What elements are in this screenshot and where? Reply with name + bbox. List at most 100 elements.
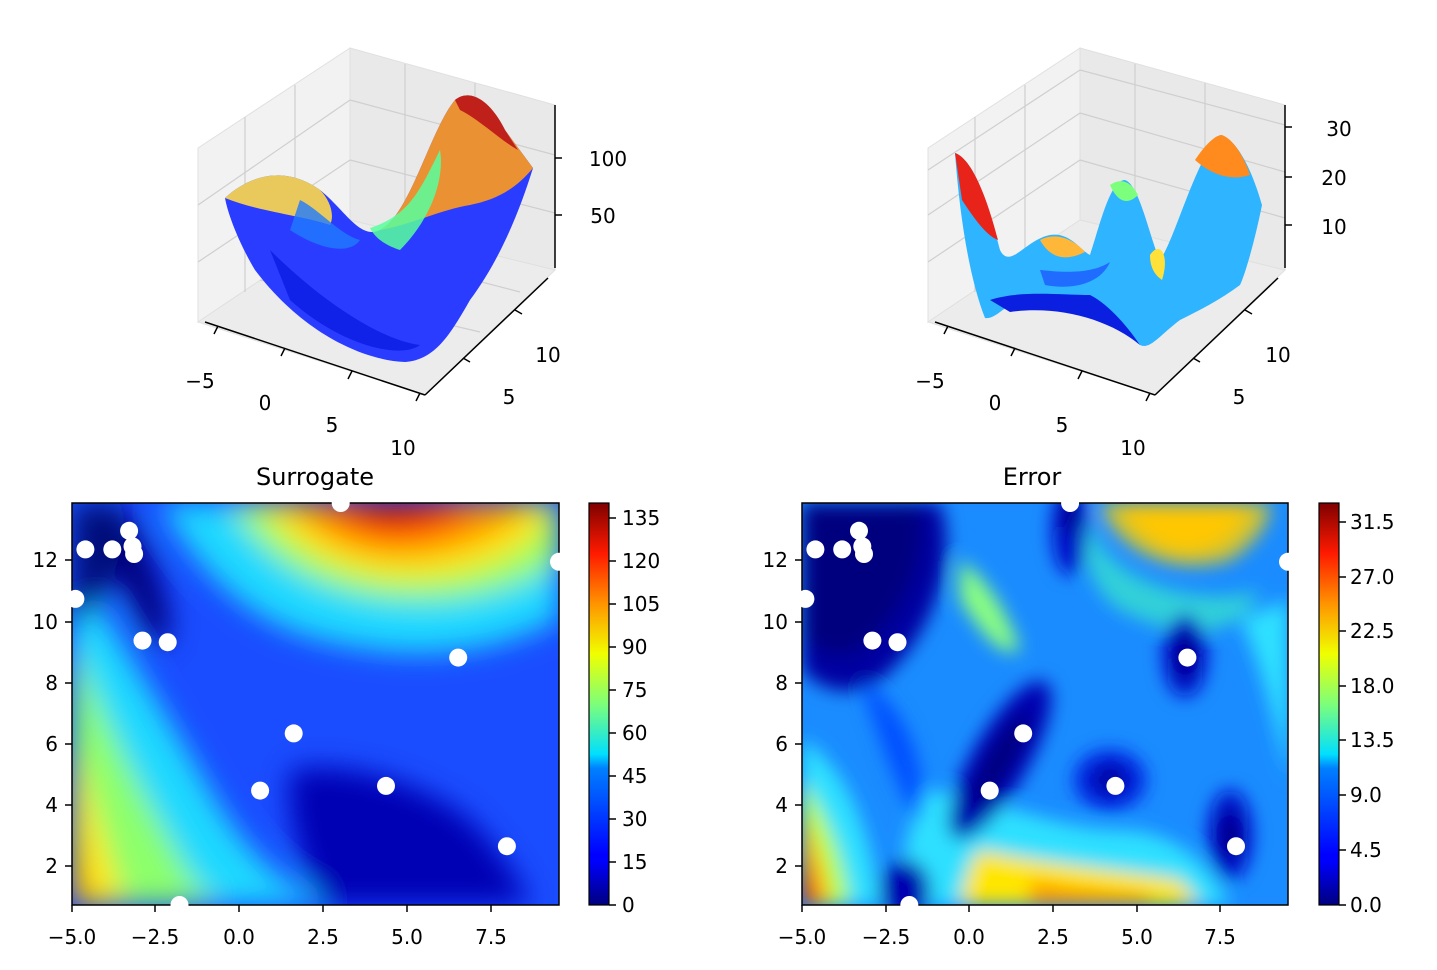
x-tick-label: 5 — [1056, 413, 1069, 437]
x-tick-label: 10 — [1120, 436, 1145, 460]
colorbar-tick-label: 105 — [622, 592, 660, 616]
sample-point — [133, 631, 152, 650]
sample-point — [76, 540, 95, 559]
y-tick-label: 10 — [1265, 343, 1290, 367]
contour-surrogate: Surrogate — [33, 463, 568, 949]
contour-error: Error — [763, 463, 1297, 949]
x-tick-label: 5.0 — [1121, 925, 1153, 949]
sample-point — [377, 776, 395, 795]
x-tick-label: 0 — [989, 391, 1002, 415]
colorbar-tick-label: 75 — [622, 678, 647, 702]
sample-point — [1106, 776, 1125, 795]
x-tick-label: 0 — [259, 391, 272, 415]
sample-point — [331, 494, 350, 512]
sample-point — [796, 589, 815, 608]
colorbar-tick-label: 31.5 — [1350, 510, 1395, 534]
colorbar-tick-label: 30 — [622, 807, 647, 831]
contour-fill — [72, 503, 559, 905]
sample-point — [1279, 552, 1297, 571]
y-tick-label: 5 — [503, 385, 516, 409]
colorbar-tick-label: 22.5 — [1350, 619, 1395, 643]
sample-point — [120, 521, 139, 540]
y-tick-label: 4 — [45, 793, 58, 817]
sample-point — [1178, 648, 1197, 667]
y-tick-label: 10 — [763, 610, 788, 634]
x-tick-label: 2.5 — [1037, 925, 1069, 949]
sample-point — [158, 633, 177, 652]
chart-title: Surrogate — [256, 463, 374, 491]
sample-point — [980, 781, 999, 800]
y-tick-label: 8 — [45, 671, 58, 695]
sample-point — [497, 837, 516, 856]
colorbar-tick-label: 18.0 — [1350, 674, 1395, 698]
surface-3d-error: −5 0 5 10 5 10 10 20 30 — [915, 47, 1352, 460]
z-tick-label: 10 — [1321, 215, 1346, 239]
contour-fill — [802, 503, 1288, 905]
x-tick-label: −5 — [915, 369, 944, 393]
colorbar-tick-label: 0.0 — [1350, 893, 1382, 917]
sample-point — [103, 540, 122, 559]
x-tick-label: 5.0 — [391, 925, 423, 949]
y-tick-label: 12 — [33, 548, 58, 572]
z-tick-label: 50 — [590, 204, 615, 228]
sample-point — [251, 781, 270, 800]
sample-point — [855, 545, 873, 563]
y-tick-label: 6 — [45, 732, 58, 756]
colorbar-tick-label: 27.0 — [1350, 565, 1395, 589]
sample-point — [900, 896, 919, 914]
sample-point — [1227, 837, 1245, 856]
plot-frame — [71, 502, 560, 906]
sample-points — [66, 494, 568, 914]
sample-point — [449, 648, 468, 667]
sample-point — [284, 724, 303, 743]
sample-point — [550, 552, 568, 571]
y-tick-label: 2 — [45, 854, 58, 878]
sample-point — [863, 631, 882, 650]
sample-points — [796, 494, 1297, 914]
colorbar-tick-label: 135 — [622, 506, 660, 530]
x-tick-label: −5.0 — [778, 925, 827, 949]
z-tick-label: 100 — [589, 147, 627, 171]
sample-point — [833, 540, 852, 559]
colorbar-error: 0.0 4.5 9.0 13.5 18.0 22.5 27.0 31.5 — [1318, 502, 1395, 917]
x-tick-label: 0.0 — [223, 925, 255, 949]
colorbar-tick-label: 90 — [622, 635, 647, 659]
sample-point — [888, 633, 907, 652]
sample-point — [806, 540, 825, 559]
x-tick-label: 10 — [390, 436, 415, 460]
colorbar-tick-label: 120 — [622, 549, 660, 573]
surface-mesh — [955, 135, 1262, 346]
y-tick-label: 10 — [33, 610, 58, 634]
sample-point — [1061, 494, 1080, 512]
sample-point — [1014, 724, 1033, 743]
y-tick-label: 4 — [775, 793, 788, 817]
x-tick-label: −2.5 — [131, 925, 180, 949]
y-tick-label: 5 — [1233, 385, 1246, 409]
colorbar-tick-label: 60 — [622, 721, 647, 745]
x-tick-label: 7.5 — [475, 925, 507, 949]
colorbar-tick-label: 15 — [622, 850, 647, 874]
x-tick-label: −5.0 — [48, 925, 97, 949]
x-tick-label: −2.5 — [862, 925, 911, 949]
y-tick-label: 6 — [775, 732, 788, 756]
surface-3d-surrogate: −5 0 5 10 5 10 50 100 — [185, 47, 627, 460]
x-tick-label: 2.5 — [307, 925, 339, 949]
colorbar-tick-label: 9.0 — [1350, 783, 1382, 807]
y-tick-label: 10 — [535, 343, 560, 367]
plot-frame — [801, 502, 1289, 906]
y-tick-label: 12 — [763, 548, 788, 572]
y-tick-label: 8 — [775, 671, 788, 695]
sample-point — [850, 521, 868, 540]
colorbar-surrogate: 0 15 30 45 60 75 90 105 120 135 — [588, 502, 660, 917]
z-tick-label: 30 — [1326, 117, 1351, 141]
x-tick-label: 7.5 — [1204, 925, 1236, 949]
x-tick-label: 5 — [326, 413, 339, 437]
colorbar-tick-label: 13.5 — [1350, 728, 1395, 752]
sample-point — [170, 896, 189, 914]
sample-point — [125, 545, 144, 563]
sample-point — [66, 589, 85, 608]
colorbar-tick-label: 4.5 — [1350, 838, 1382, 862]
colorbar-tick-label: 45 — [622, 764, 647, 788]
chart-title: Error — [1003, 463, 1062, 491]
